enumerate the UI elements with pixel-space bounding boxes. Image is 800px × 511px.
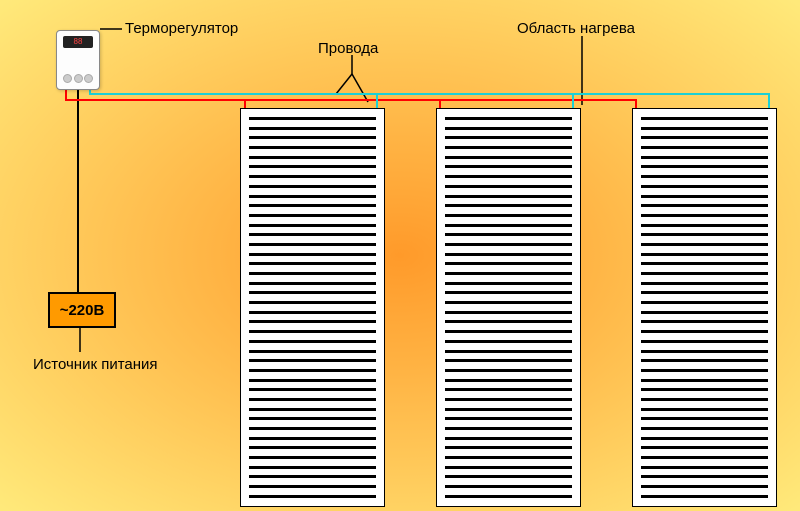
thermostat-display: 88 (63, 36, 93, 48)
heating-panel (240, 108, 385, 507)
heating-panel (632, 108, 777, 507)
power-source-box: ~220В (48, 292, 116, 328)
thermostat-buttons (63, 74, 93, 83)
diagram-canvas: Терморегулятор Провода Область нагрева И… (0, 0, 800, 511)
heating-panel (436, 108, 581, 507)
thermostat-device: 88 (56, 30, 100, 90)
heating-stripes (249, 117, 376, 498)
heating-stripes (445, 117, 572, 498)
heating-stripes (641, 117, 768, 498)
power-source-text: ~220В (60, 302, 105, 319)
